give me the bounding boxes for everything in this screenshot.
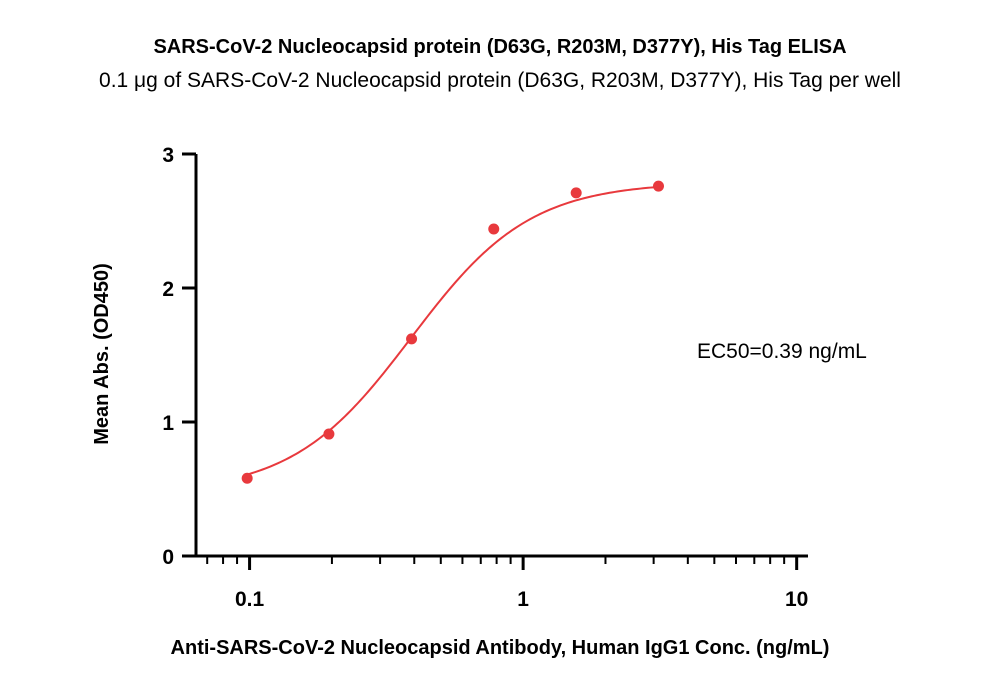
data-point [570, 187, 582, 199]
chart-title: SARS-CoV-2 Nucleocapsid protein (D63G, R… [153, 36, 847, 58]
y-axis-title: Mean Abs. (OD450) [91, 263, 113, 445]
data-point [241, 472, 253, 484]
tick-labels: 0 1 2 3 0.1 1 10 [162, 144, 808, 611]
fit-curve [246, 185, 659, 476]
fit-curve-layer [246, 185, 659, 476]
x-axis-title: Anti-SARS-CoV-2 Nucleocapsid Antibody, H… [171, 637, 830, 659]
x-tick-label: 0.1 [235, 588, 265, 611]
y-tick-label: 2 [162, 278, 174, 301]
y-tick-label: 0 [162, 546, 174, 569]
axes [182, 152, 808, 570]
ec50-annotation: EC50=0.39 ng/mL [697, 340, 867, 363]
data-point [488, 223, 500, 235]
data-point [406, 333, 418, 345]
y-tick-label: 1 [162, 412, 174, 435]
data-point [323, 428, 335, 440]
y-tick-label: 3 [162, 144, 174, 167]
chart-subtitle: 0.1 μg of SARS-CoV-2 Nucleocapsid protei… [99, 69, 901, 92]
data-points [241, 180, 664, 484]
x-tick-label: 10 [785, 588, 808, 611]
x-tick-label: 1 [517, 588, 529, 611]
data-point [652, 180, 664, 192]
